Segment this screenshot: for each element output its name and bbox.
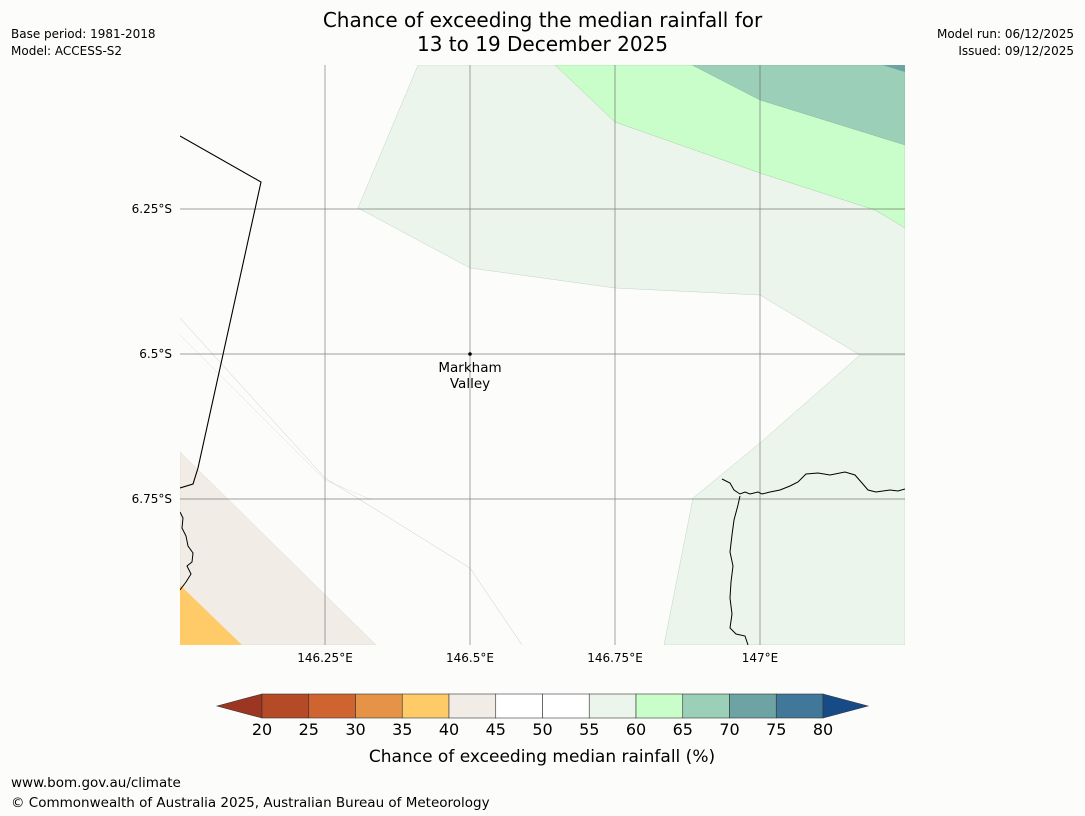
colorbar-segment [588,693,637,719]
model-name: Model: ACCESS-S2 [11,44,123,58]
title-line-1: Chance of exceeding the median rainfall … [322,8,763,32]
west-coastline [180,511,194,591]
colorbar-tick-label: 50 [532,720,552,739]
place-name-line-2: Valley [450,376,490,392]
east-coastline [721,471,905,495]
colorbar-segment [448,693,497,719]
lat-label-1: 6.25°S [132,202,172,216]
lat-label-2: 6.5°S [139,347,172,361]
footer-url[interactable]: www.bom.gov.au/climate [11,775,181,791]
colorbar-segment [355,693,403,719]
meta-right: Model run: 06/12/2025 Issued: 09/12/2025 [937,26,1074,60]
colorbar-tick-label: 30 [345,720,365,739]
colorbar-segment [401,693,450,719]
contour-line [180,317,523,645]
colorbar-tick-label: 70 [719,720,739,739]
colorbar-tick-label: 65 [673,720,693,739]
colorbar-segment [261,693,310,719]
graticule [180,65,905,645]
colorbar-tick-label: 55 [579,720,599,739]
colorbar-tick-label: 75 [766,720,786,739]
provincial-boundary [180,135,262,489]
colorbar-segment [635,693,684,719]
colorbar-segment [542,693,590,719]
lon-label-1: 146.25°E [297,651,353,665]
issued-date: Issued: 09/12/2025 [958,44,1074,58]
place-name-line-1: Markham [438,360,501,376]
colorbar-extend-low [215,693,263,719]
colorbar-segment [775,693,824,719]
colorbar: 20 25 30 35 40 45 50 55 60 65 70 75 80 [215,693,870,739]
map-panel [180,65,905,645]
colorbar-tick-label: 35 [392,720,412,739]
zone-65-70 [691,65,905,146]
colorbar-label: Chance of exceeding median rainfall (%) [369,747,715,767]
lat-label-3: 6.75°S [132,492,172,506]
colorbar-tick-label: 45 [486,720,506,739]
colorbar-segment [495,693,543,719]
lon-label-3: 146.75°E [587,651,643,665]
lon-label-2: 146.5°E [446,651,494,665]
colorbar-segment [729,693,777,719]
place-marker [468,352,472,356]
colorbar-tick-label: 25 [299,720,319,739]
zone-40-45 [180,451,377,645]
footer-copyright: © Commonwealth of Australia 2025, Austra… [11,795,490,811]
colorbar-tick-label: 80 [813,720,833,739]
river [729,495,749,645]
colorbar-tick-label: 60 [626,720,646,739]
title-line-2: 13 to 19 December 2025 [416,32,668,56]
zone-35-40 [180,585,242,645]
colorbar-tick-label: 40 [439,720,459,739]
zone-70-75 [882,65,905,72]
model-run: Model run: 06/12/2025 [936,27,1074,41]
colorbar-segment [308,693,356,719]
colorbar-segment [682,693,730,719]
base-period: Base period: 1981-2018 [11,27,156,41]
meta-left: Base period: 1981-2018 Model: ACCESS-S2 [11,26,156,60]
colorbar-tick-label: 20 [252,720,272,739]
lon-label-4: 147°E [742,651,779,665]
map-title: Chance of exceeding the median rainfall … [0,8,1085,56]
colorbar-extend-high [822,693,870,719]
